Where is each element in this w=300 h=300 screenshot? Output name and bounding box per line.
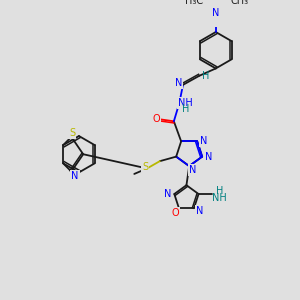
Text: NH: NH	[212, 193, 227, 203]
Text: S: S	[142, 162, 148, 172]
Text: N: N	[212, 8, 220, 18]
Text: N: N	[164, 189, 172, 199]
Text: N: N	[189, 165, 196, 175]
Text: N: N	[175, 78, 182, 88]
Text: H₃C: H₃C	[185, 0, 203, 6]
Text: H: H	[182, 104, 189, 115]
Text: N: N	[71, 171, 79, 181]
Text: O: O	[153, 114, 160, 124]
Text: O: O	[172, 208, 179, 218]
Text: CH₃: CH₃	[230, 0, 248, 6]
Text: N: N	[205, 152, 212, 162]
Text: N: N	[196, 206, 203, 216]
Text: N: N	[200, 136, 207, 146]
Text: H: H	[216, 186, 223, 196]
Text: NH: NH	[178, 98, 193, 108]
Text: H: H	[202, 71, 209, 81]
Text: S: S	[69, 128, 75, 138]
